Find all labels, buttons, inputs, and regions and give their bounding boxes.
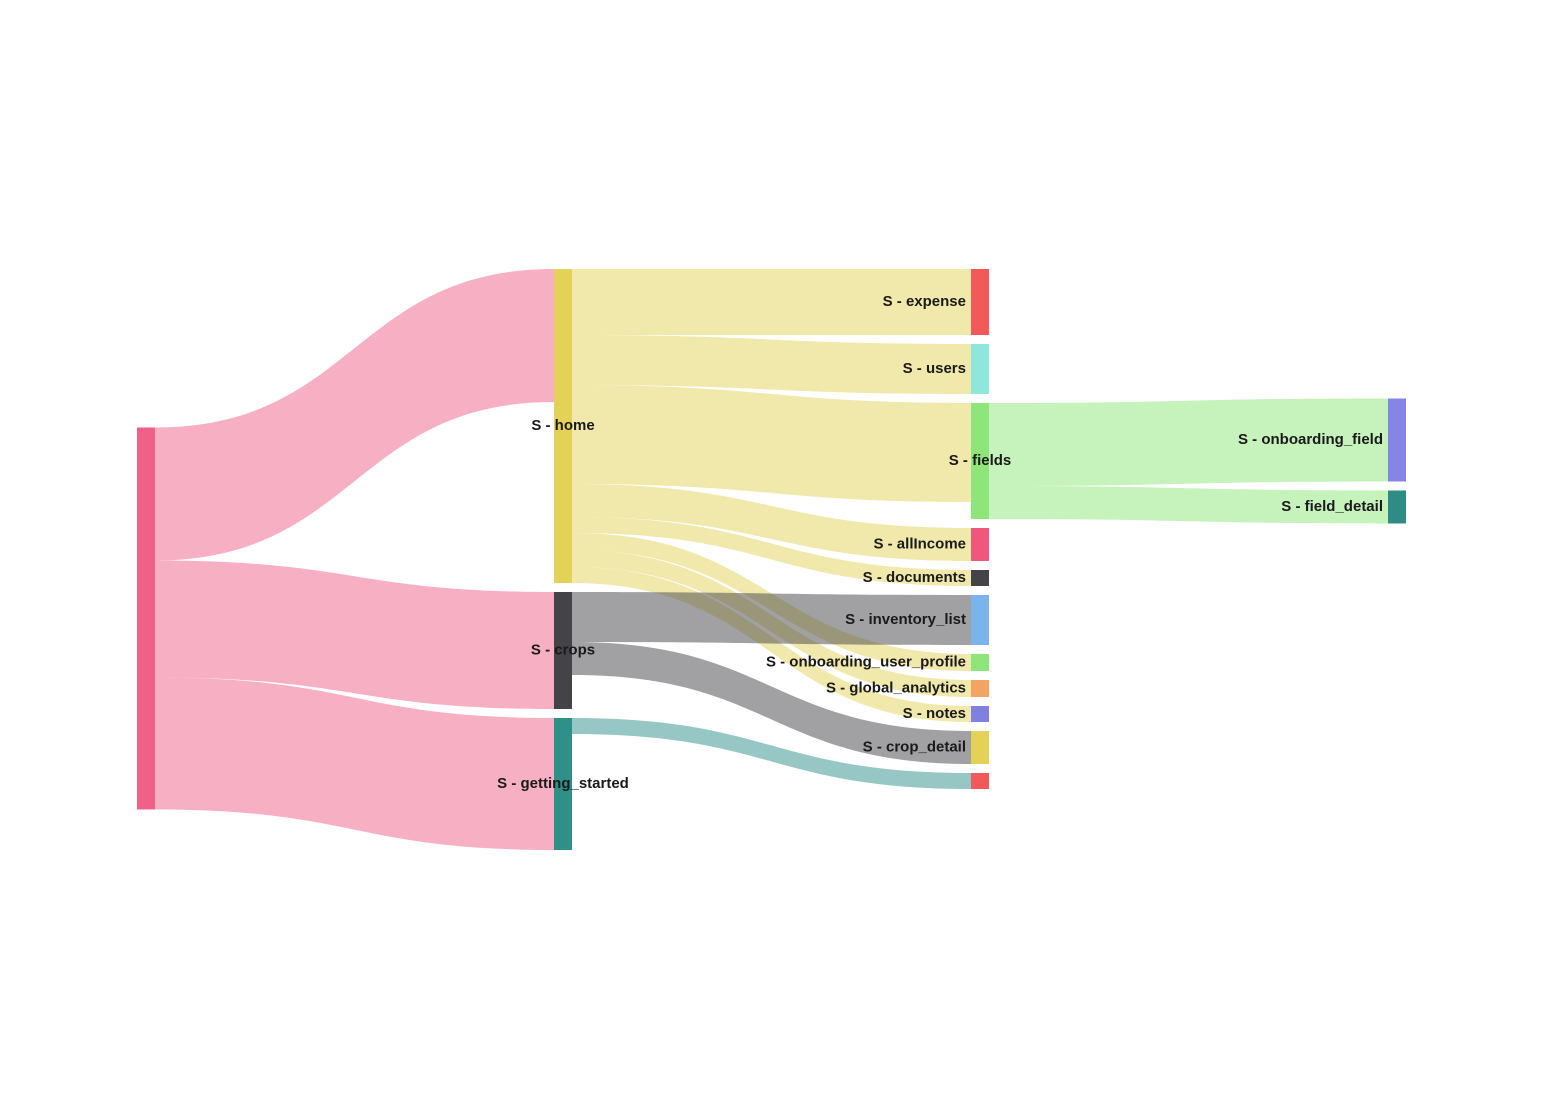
link [989, 398, 1388, 486]
link [572, 269, 971, 335]
node [971, 706, 989, 722]
node [971, 731, 989, 764]
node [971, 344, 989, 394]
link [572, 592, 971, 645]
node-label: S - global_analytics [826, 679, 966, 696]
link [572, 385, 971, 502]
link [989, 486, 1388, 524]
node [971, 570, 989, 586]
node-label: S - getting_started [497, 775, 629, 792]
node-label: S - crop_detail [863, 738, 966, 755]
node-label: S - onboarding_user_profile [766, 653, 966, 670]
node [971, 773, 989, 789]
link [572, 567, 971, 722]
link [155, 560, 554, 709]
link [155, 677, 554, 850]
node [971, 595, 989, 645]
node [554, 269, 572, 583]
node [971, 528, 989, 561]
node-label: S - crops [531, 641, 595, 658]
node-label: S - fields [949, 452, 1012, 469]
node [971, 680, 989, 697]
node-label: S - field_detail [1281, 498, 1383, 515]
node [971, 654, 989, 671]
link [572, 517, 971, 586]
link [572, 484, 971, 561]
link [572, 642, 971, 764]
link [155, 269, 554, 561]
node [1388, 398, 1406, 482]
link [572, 718, 971, 789]
node [554, 718, 572, 850]
node [137, 427, 155, 810]
node-label: S - onboarding_field [1238, 431, 1383, 448]
node [971, 403, 989, 519]
node-label: S - notes [903, 705, 966, 722]
node-label: S - documents [863, 569, 966, 586]
node [971, 269, 989, 335]
link [572, 335, 971, 394]
node [1388, 490, 1406, 524]
node-label: S - allIncome [873, 535, 966, 552]
node-label: S - home [531, 417, 594, 434]
node-label: S - expense [883, 293, 966, 310]
node-label: S - inventory_list [845, 611, 966, 628]
node-label: S - users [903, 360, 966, 377]
node [554, 592, 572, 709]
